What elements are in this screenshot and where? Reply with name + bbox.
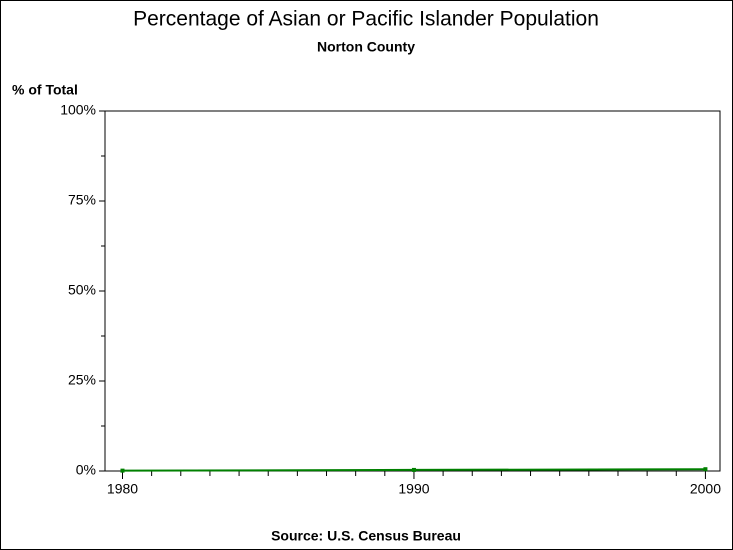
- data-point: [703, 467, 708, 472]
- y-tick-label: 0%: [76, 462, 96, 478]
- chart-title: Percentage of Asian or Pacific Islander …: [133, 8, 599, 31]
- y-tick-label: 25%: [68, 372, 96, 388]
- y-tick-label: 100%: [60, 102, 96, 118]
- x-tick-label: 1980: [107, 481, 138, 497]
- source-note: Source: U.S. Census Bureau: [271, 528, 461, 544]
- chart-subtitle: Norton County: [317, 39, 415, 55]
- x-tick-label: 2000: [690, 481, 721, 497]
- y-axis-label: % of Total: [12, 82, 78, 98]
- x-tick-label: 1990: [398, 481, 429, 497]
- y-tick-label: 75%: [68, 192, 96, 208]
- data-point: [120, 468, 125, 473]
- data-point: [411, 467, 416, 472]
- y-tick-label: 50%: [68, 282, 96, 298]
